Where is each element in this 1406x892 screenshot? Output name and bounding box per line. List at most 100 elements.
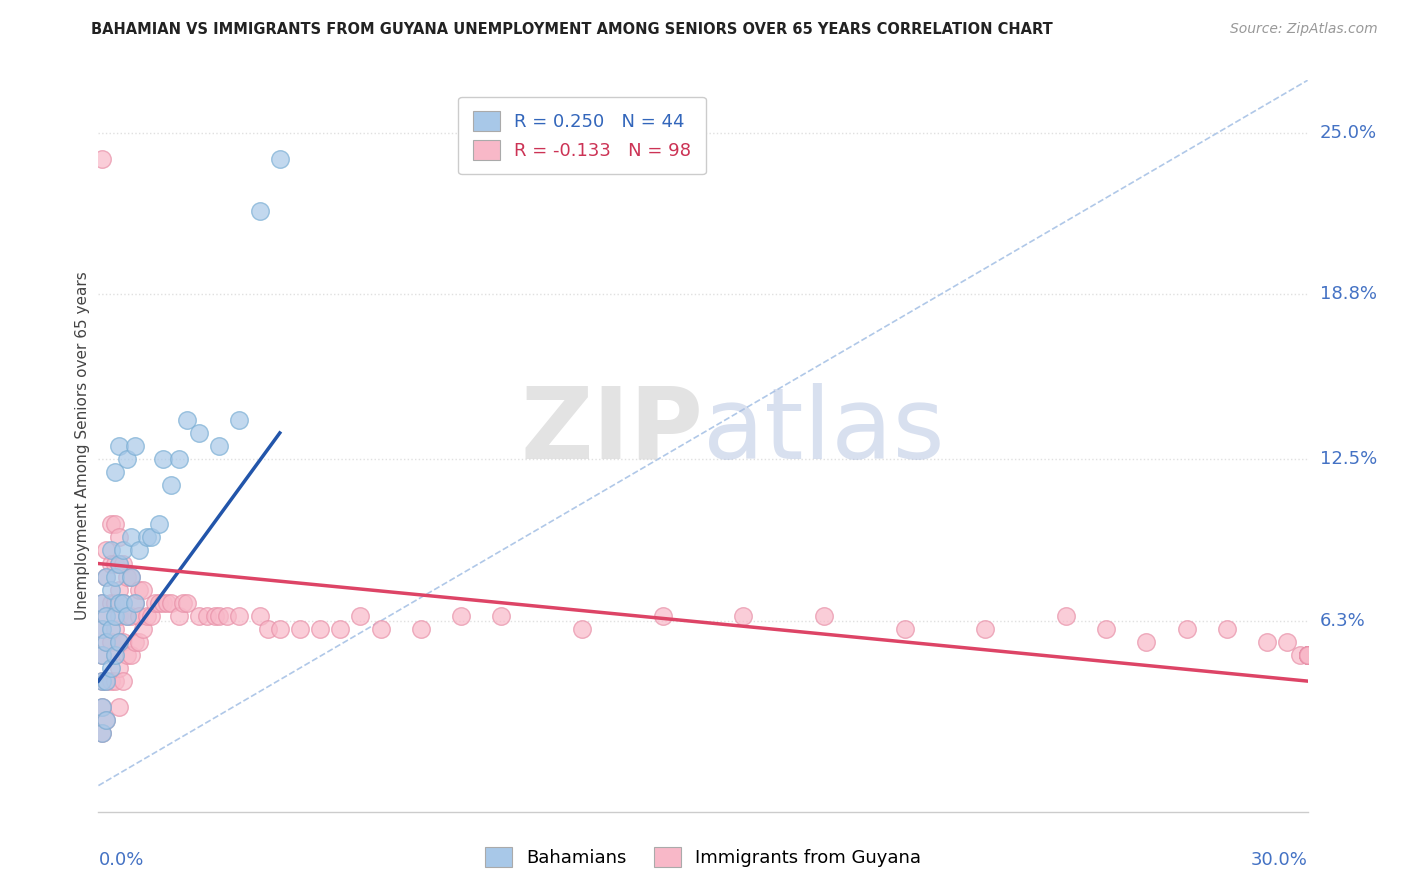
Point: [1296, 648, 1319, 662]
Point: [1256, 635, 1278, 649]
Point: [120, 608, 142, 623]
Point: [288, 622, 311, 636]
Point: [1296, 648, 1319, 662]
Point: [107, 582, 129, 597]
Point: [96, 635, 118, 649]
Point: [91, 674, 114, 689]
Point: [893, 622, 915, 636]
Point: [107, 700, 129, 714]
Point: [115, 608, 138, 623]
Point: [103, 596, 125, 610]
Point: [103, 622, 125, 636]
Point: [132, 622, 155, 636]
Point: [160, 596, 183, 610]
Point: [107, 635, 129, 649]
Legend: R = 0.250   N = 44, R = -0.133   N = 98: R = 0.250 N = 44, R = -0.133 N = 98: [458, 96, 706, 174]
Point: [103, 648, 125, 662]
Point: [115, 452, 138, 467]
Point: [100, 582, 122, 597]
Point: [100, 674, 122, 689]
Point: [115, 569, 138, 583]
Point: [111, 596, 134, 610]
Point: [269, 152, 291, 166]
Point: [91, 674, 114, 689]
Point: [91, 152, 114, 166]
Point: [100, 661, 122, 675]
Point: [96, 569, 118, 583]
Text: 30.0%: 30.0%: [1251, 851, 1308, 869]
Point: [135, 608, 157, 623]
Point: [124, 439, 146, 453]
Point: [100, 622, 122, 636]
Point: [91, 648, 114, 662]
Point: [204, 608, 226, 623]
Point: [409, 622, 432, 636]
Text: 25.0%: 25.0%: [1320, 123, 1376, 142]
Point: [91, 622, 114, 636]
Point: [208, 439, 231, 453]
Point: [1135, 635, 1157, 649]
Point: [103, 569, 125, 583]
Point: [103, 674, 125, 689]
Point: [156, 596, 179, 610]
Point: [128, 582, 150, 597]
Point: [228, 413, 250, 427]
Point: [128, 608, 150, 623]
Point: [107, 596, 129, 610]
Point: [256, 622, 278, 636]
Text: ZIP: ZIP: [520, 383, 703, 480]
Point: [813, 608, 835, 623]
Text: 0.0%: 0.0%: [98, 851, 143, 869]
Point: [1296, 648, 1319, 662]
Point: [132, 582, 155, 597]
Text: 6.3%: 6.3%: [1320, 612, 1365, 630]
Point: [100, 596, 122, 610]
Point: [111, 543, 134, 558]
Point: [172, 596, 194, 610]
Point: [571, 622, 593, 636]
Text: 18.8%: 18.8%: [1320, 285, 1376, 303]
Point: [733, 608, 755, 623]
Point: [115, 608, 138, 623]
Point: [143, 596, 166, 610]
Point: [91, 596, 114, 610]
Point: [974, 622, 997, 636]
Text: atlas: atlas: [703, 383, 945, 480]
Point: [115, 648, 138, 662]
Point: [91, 622, 114, 636]
Point: [208, 608, 231, 623]
Point: [1296, 648, 1319, 662]
Point: [1296, 648, 1319, 662]
Point: [100, 517, 122, 532]
Point: [107, 608, 129, 623]
Point: [120, 569, 142, 583]
Point: [370, 622, 392, 636]
Point: [111, 674, 134, 689]
Point: [91, 648, 114, 662]
Point: [107, 557, 129, 571]
Point: [1095, 622, 1118, 636]
Point: [450, 608, 472, 623]
Point: [1296, 648, 1319, 662]
Point: [91, 700, 114, 714]
Point: [1296, 648, 1319, 662]
Point: [103, 648, 125, 662]
Text: Source: ZipAtlas.com: Source: ZipAtlas.com: [1230, 22, 1378, 37]
Point: [103, 465, 125, 479]
Point: [100, 635, 122, 649]
Point: [139, 530, 162, 544]
Point: [96, 714, 118, 728]
Point: [1296, 648, 1319, 662]
Point: [195, 608, 218, 623]
Point: [96, 635, 118, 649]
Point: [167, 452, 190, 467]
Point: [96, 569, 118, 583]
Point: [111, 557, 134, 571]
Point: [148, 517, 170, 532]
Point: [111, 596, 134, 610]
Point: [217, 608, 239, 623]
Point: [491, 608, 513, 623]
Point: [160, 478, 183, 492]
Legend: Bahamians, Immigrants from Guyana: Bahamians, Immigrants from Guyana: [478, 839, 928, 874]
Point: [1216, 622, 1239, 636]
